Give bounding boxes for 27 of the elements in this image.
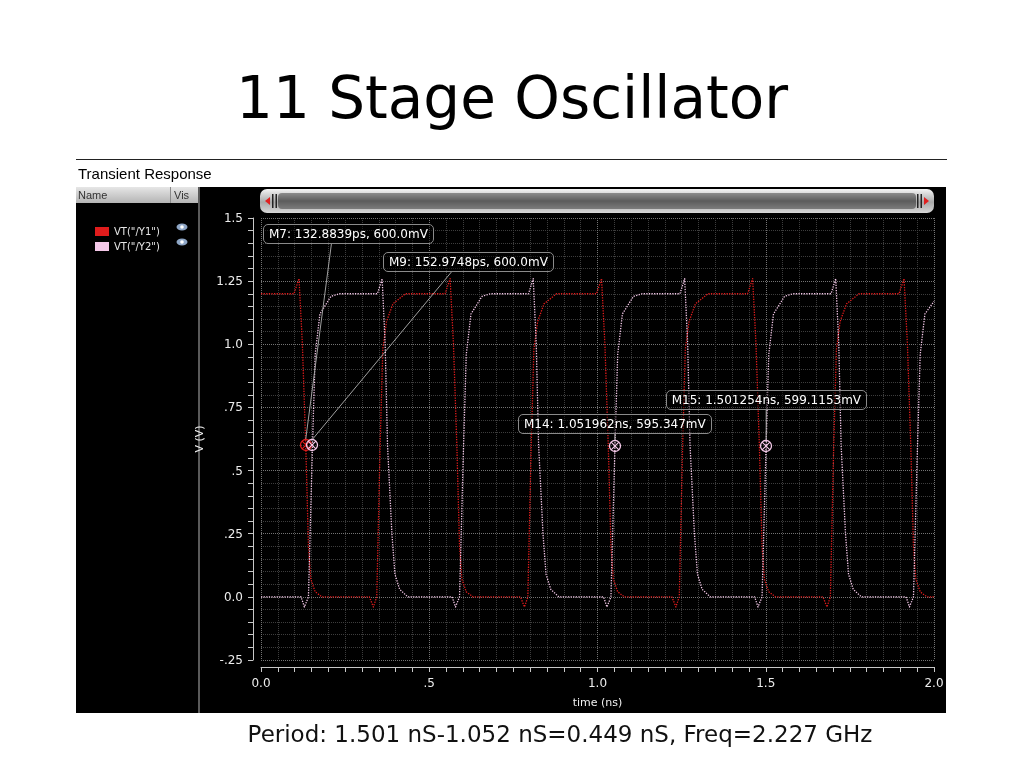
y-tick-label: 1.5	[223, 211, 243, 225]
x-axis-title: time (ns)	[572, 696, 623, 709]
annotation: M14: 1.051962ns, 595.347mV	[517, 414, 712, 435]
x-tick-label: 1.5	[756, 676, 776, 690]
y-tick-label: 1.25	[216, 274, 243, 289]
text: Vis	[174, 188, 190, 202]
legend-title: Name	[78, 188, 108, 202]
chart-title: 11 Stage Oscillator	[235, 64, 789, 132]
x-tick-label: 1.0	[587, 676, 608, 690]
x-tick-label: .5	[423, 676, 435, 690]
text: Period: 1.501 nS-1.052 nS=0.449 nS, Freq=2.227 GHz	[246, 720, 874, 748]
y-tick-label: -.25	[219, 653, 243, 667]
legend-label: VT("/Y2")	[114, 241, 160, 252]
line-series	[260, 277, 935, 608]
y-tick-label: .25	[223, 526, 243, 541]
y-axis-title: V (V)	[193, 425, 207, 453]
legend-label: VT("/Y1")	[114, 226, 160, 237]
chart-subtitle: Transient Response	[78, 165, 212, 182]
y-tick-label: .5	[231, 463, 243, 478]
y-tick-label: .75	[223, 400, 243, 415]
x-tick-label: 0.0	[251, 676, 271, 690]
annotation: M15: 1.501254ns, 599.1153mV	[665, 389, 868, 410]
x-tick-label: 2.0	[924, 676, 944, 690]
y-tick-label: 1.0	[223, 337, 243, 352]
annotation: M9: 152.9748ps, 600.0mV	[383, 252, 554, 272]
y-tick-label: 0.0	[223, 589, 243, 604]
annotation: M7: 132.8839ps, 600.0mV	[263, 224, 434, 244]
